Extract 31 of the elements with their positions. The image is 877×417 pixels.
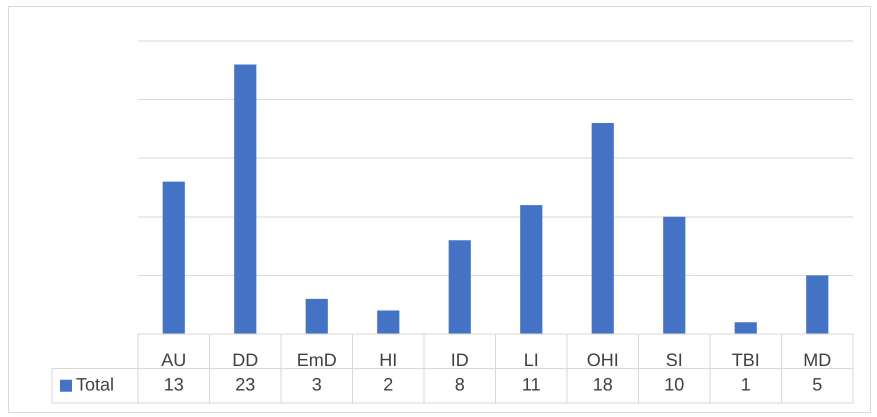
bar — [448, 240, 471, 334]
x-tick-label: LI — [524, 350, 539, 370]
x-tick-label: MD — [803, 350, 832, 370]
x-tick-label: AU — [161, 350, 186, 370]
bar — [734, 322, 757, 334]
data-label: 13 — [164, 374, 184, 395]
x-tick-label: SI — [666, 350, 683, 370]
bar — [234, 64, 256, 334]
data-label: 1 — [740, 374, 751, 395]
x-tick-label: TBI — [732, 350, 760, 370]
legend-label: Total — [76, 374, 114, 395]
x-tick-label: ID — [450, 350, 469, 370]
data-label: 2 — [383, 374, 394, 395]
bar — [806, 275, 828, 334]
bar — [162, 182, 185, 334]
x-tick-label: EmD — [296, 350, 337, 370]
bar — [663, 216, 686, 334]
bar — [377, 310, 400, 334]
data-label: 23 — [235, 374, 256, 395]
data-label: 5 — [812, 374, 822, 395]
bar — [520, 205, 542, 334]
data-label: 8 — [454, 374, 465, 395]
x-tick-label: HI — [379, 350, 398, 370]
x-tick-label: OHI — [586, 350, 619, 370]
bar — [306, 298, 328, 334]
bar — [592, 123, 614, 334]
x-tick-label: DD — [232, 350, 258, 370]
data-label: 3 — [312, 374, 322, 395]
data-label: 11 — [522, 374, 541, 395]
data-label: 18 — [592, 374, 613, 395]
data-label: 10 — [664, 374, 684, 395]
